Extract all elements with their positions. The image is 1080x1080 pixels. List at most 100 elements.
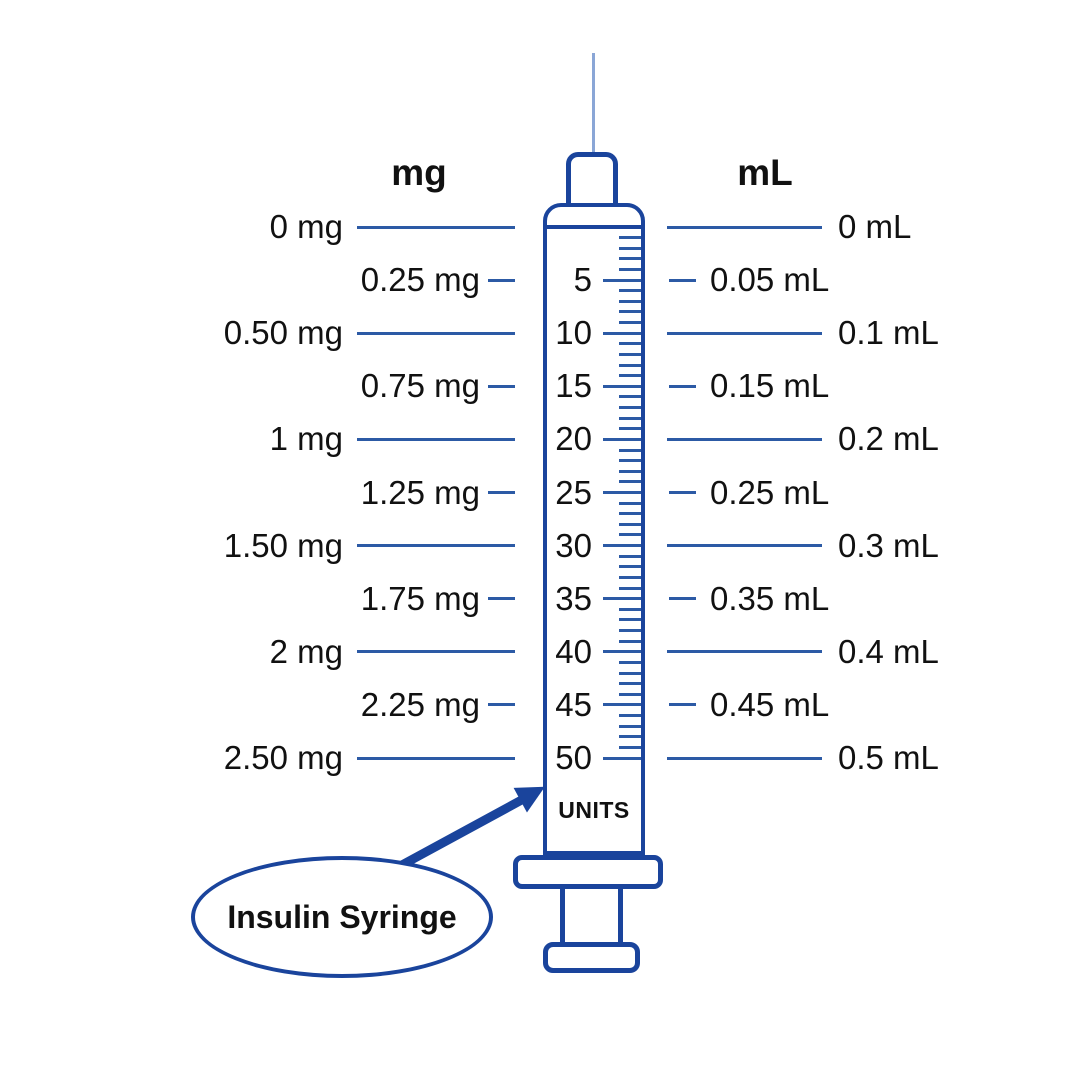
ml-leader-dash xyxy=(669,597,696,601)
minor-tick xyxy=(619,554,641,558)
minor-tick xyxy=(619,735,641,739)
mg-leader-dash xyxy=(488,703,515,707)
syringe-plunger-top-line xyxy=(547,225,641,229)
major-tick xyxy=(603,597,641,601)
minor-tick xyxy=(619,267,641,271)
ml-row-label: 0.2 mL xyxy=(838,420,939,458)
ml-row-label: 0.5 mL xyxy=(838,739,939,776)
ml-leader-line xyxy=(667,650,822,654)
major-tick xyxy=(603,544,641,548)
minor-tick xyxy=(619,363,641,367)
units-scale-number: 20 xyxy=(555,420,592,458)
mg-row-label: 0.50 mg xyxy=(223,314,343,352)
units-scale-number: 30 xyxy=(555,526,592,564)
ml-leader-dash xyxy=(669,491,696,494)
ml-leader-dash xyxy=(669,703,696,707)
minor-tick xyxy=(619,406,641,410)
minor-tick xyxy=(619,745,641,749)
minor-tick xyxy=(619,257,641,261)
minor-tick xyxy=(619,586,641,590)
mg-leader-line xyxy=(357,650,515,654)
mg-row-label: 1 mg xyxy=(269,420,343,458)
minor-tick xyxy=(619,522,641,526)
ml-row-label: 0.45 mL xyxy=(710,685,830,723)
mg-row-label: 1.25 mg xyxy=(360,473,480,511)
minor-tick xyxy=(619,639,641,643)
mg-row-label: 0.25 mg xyxy=(360,261,480,299)
right-column-header-ml: mL xyxy=(737,152,793,193)
mg-leader-line xyxy=(357,437,515,441)
mg-leader-dash xyxy=(488,491,515,494)
mg-leader-line xyxy=(357,331,515,335)
mg-leader-line xyxy=(357,225,515,229)
units-scale-number: 25 xyxy=(555,473,592,511)
units-scale-number: 40 xyxy=(555,632,592,670)
minor-tick xyxy=(619,607,641,611)
minor-tick xyxy=(619,671,641,675)
minor-tick xyxy=(619,246,641,250)
minor-tick xyxy=(619,565,641,569)
mg-row-label: 1.75 mg xyxy=(360,579,480,617)
syringe-plunger-cap xyxy=(543,942,640,973)
minor-tick xyxy=(619,682,641,686)
minor-tick xyxy=(619,395,641,399)
callout-arrow-shaft xyxy=(396,794,526,870)
minor-tick xyxy=(619,416,641,420)
syringe-needle xyxy=(592,53,595,155)
ml-leader-line xyxy=(667,437,822,441)
minor-tick xyxy=(619,469,641,473)
minor-tick xyxy=(619,714,641,718)
syringe-flange xyxy=(513,855,663,889)
ml-leader-dash xyxy=(669,384,696,388)
callout-ellipse: Insulin Syringe xyxy=(191,856,493,978)
ml-row-label: 0.35 mL xyxy=(710,579,830,617)
major-tick xyxy=(603,756,641,760)
mg-row-label: 2.25 mg xyxy=(360,685,480,723)
mg-row-label: 0.75 mg xyxy=(360,367,480,405)
callout-arrow xyxy=(396,774,552,870)
major-tick xyxy=(603,384,641,388)
major-tick xyxy=(603,650,641,654)
ml-row-label: 0.1 mL xyxy=(838,314,939,352)
left-column-header-mg: mg xyxy=(391,152,447,193)
ml-row-label: 0.15 mL xyxy=(710,367,830,405)
mg-leader-dash xyxy=(488,384,515,388)
mg-row-label: 2 mg xyxy=(269,632,343,670)
minor-tick xyxy=(619,427,641,431)
ml-leader-dash xyxy=(669,278,696,282)
mg-leader-dash xyxy=(488,597,515,601)
ml-row-label: 0 mL xyxy=(838,208,912,245)
minor-tick xyxy=(619,618,641,622)
ml-row-label: 0.05 mL xyxy=(710,261,830,299)
ml-leader-line xyxy=(667,225,822,229)
minor-tick xyxy=(619,236,641,240)
mg-leader-dash xyxy=(488,278,515,282)
major-tick xyxy=(603,437,641,441)
units-scale-number: 15 xyxy=(555,367,592,405)
syringe-needle-hub xyxy=(566,152,618,208)
major-tick xyxy=(603,703,641,707)
syringe-units-label: UNITS xyxy=(558,797,630,823)
minor-tick xyxy=(619,660,641,664)
minor-tick xyxy=(619,321,641,325)
ml-leader-line xyxy=(667,331,822,335)
mg-leader-line xyxy=(357,756,515,760)
minor-tick xyxy=(619,342,641,346)
minor-tick xyxy=(619,501,641,505)
minor-tick xyxy=(619,480,641,484)
mg-row-label: 1.50 mg xyxy=(223,526,343,564)
minor-tick xyxy=(619,299,641,303)
ml-leader-line xyxy=(667,544,822,548)
minor-tick xyxy=(619,352,641,356)
units-scale-number: 35 xyxy=(555,579,592,617)
units-scale-number: 10 xyxy=(555,314,592,352)
major-tick xyxy=(603,278,641,282)
minor-tick xyxy=(619,448,641,452)
ml-row-label: 0.4 mL xyxy=(838,632,939,670)
minor-tick xyxy=(619,575,641,579)
minor-tick xyxy=(619,533,641,537)
minor-tick xyxy=(619,629,641,633)
minor-tick xyxy=(619,374,641,378)
syringe-plunger-rod xyxy=(560,889,623,942)
